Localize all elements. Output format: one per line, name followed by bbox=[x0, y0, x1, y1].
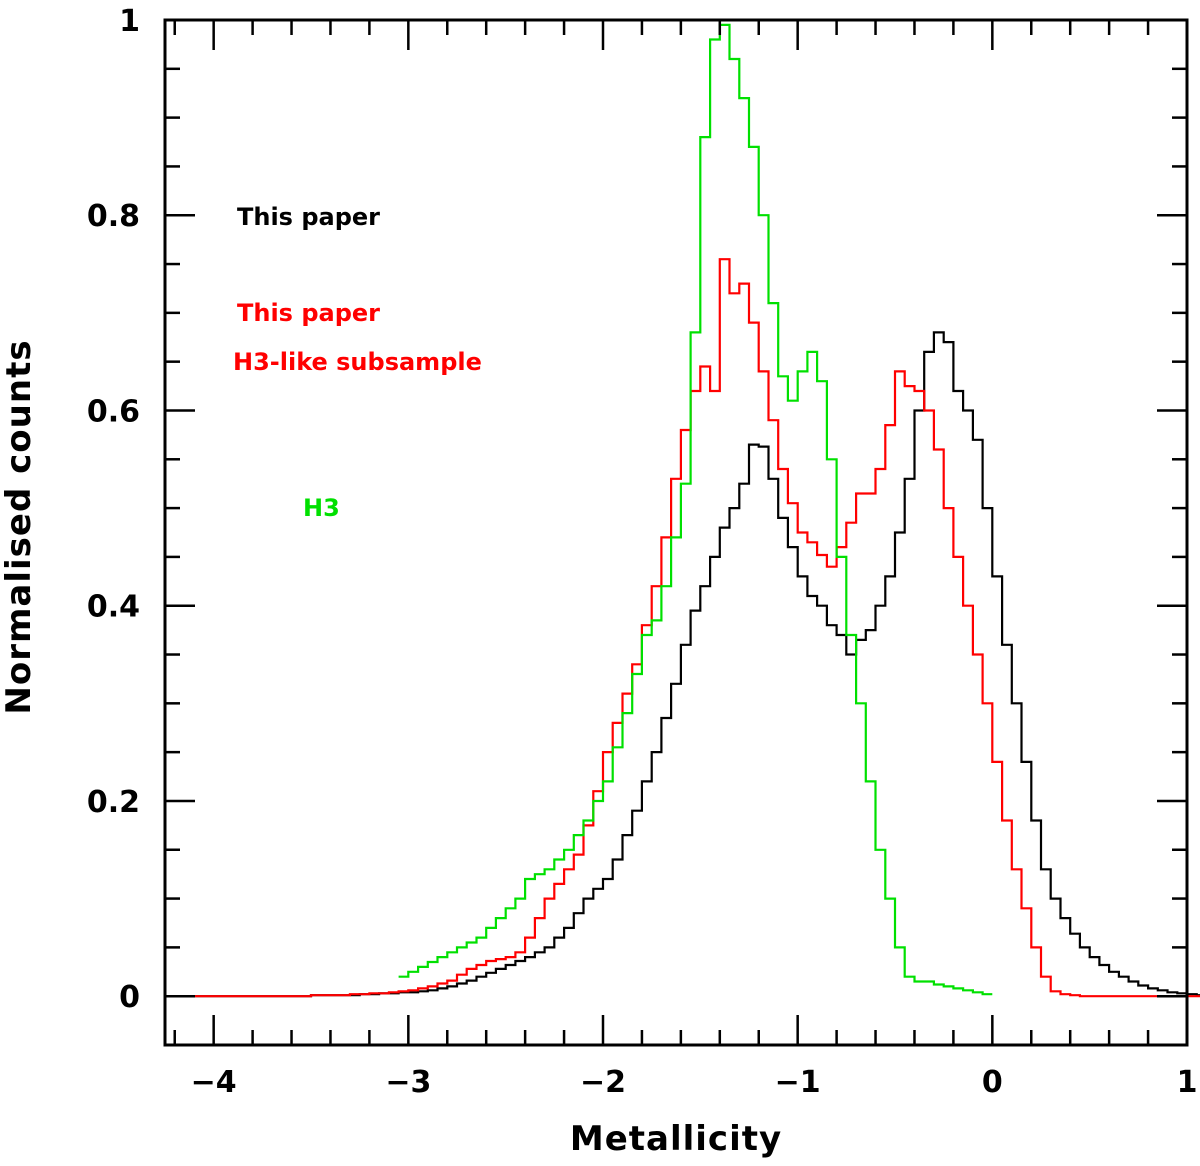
y-tick-label: 0.2 bbox=[87, 785, 140, 820]
x-tick-label: −2 bbox=[580, 1065, 626, 1100]
x-tick-label: −1 bbox=[775, 1065, 821, 1100]
x-tick-label: −3 bbox=[385, 1065, 431, 1100]
tick-layer bbox=[165, 18, 1189, 1047]
series-layer bbox=[184, 23, 1200, 998]
legend-label-this-paper-black: This paper bbox=[237, 203, 380, 231]
tick-label-layer: −4 −3 −2 −1 0 1 0 0.2 0.4 0.6 0.8 1 bbox=[87, 4, 1198, 1100]
y-tick-label: 1 bbox=[119, 4, 140, 39]
x-axis-title: Metallicity bbox=[570, 1119, 782, 1159]
y-tick-label: 0.8 bbox=[87, 199, 140, 234]
y-tick-label: 0 bbox=[119, 980, 140, 1015]
y-axis-title: Normalised counts bbox=[0, 339, 39, 714]
plot-background bbox=[165, 20, 1187, 1045]
plot-frame bbox=[163, 18, 1189, 1047]
series-line-2 bbox=[398, 23, 993, 996]
y-tick-label: 0.4 bbox=[87, 590, 140, 625]
x-tick-label: 0 bbox=[982, 1065, 1003, 1100]
legend-label-h3-like-subsample: H3-like subsample bbox=[233, 348, 482, 376]
y-tick-label: 0.6 bbox=[87, 394, 140, 429]
series-line-1 bbox=[184, 258, 1200, 998]
legend-label-h3: H3 bbox=[303, 494, 340, 522]
series-line-0 bbox=[184, 331, 1200, 998]
x-tick-label: −4 bbox=[191, 1065, 237, 1100]
x-tick-label: 1 bbox=[1177, 1065, 1198, 1100]
legend-label-this-paper-red: This paper bbox=[237, 299, 380, 327]
